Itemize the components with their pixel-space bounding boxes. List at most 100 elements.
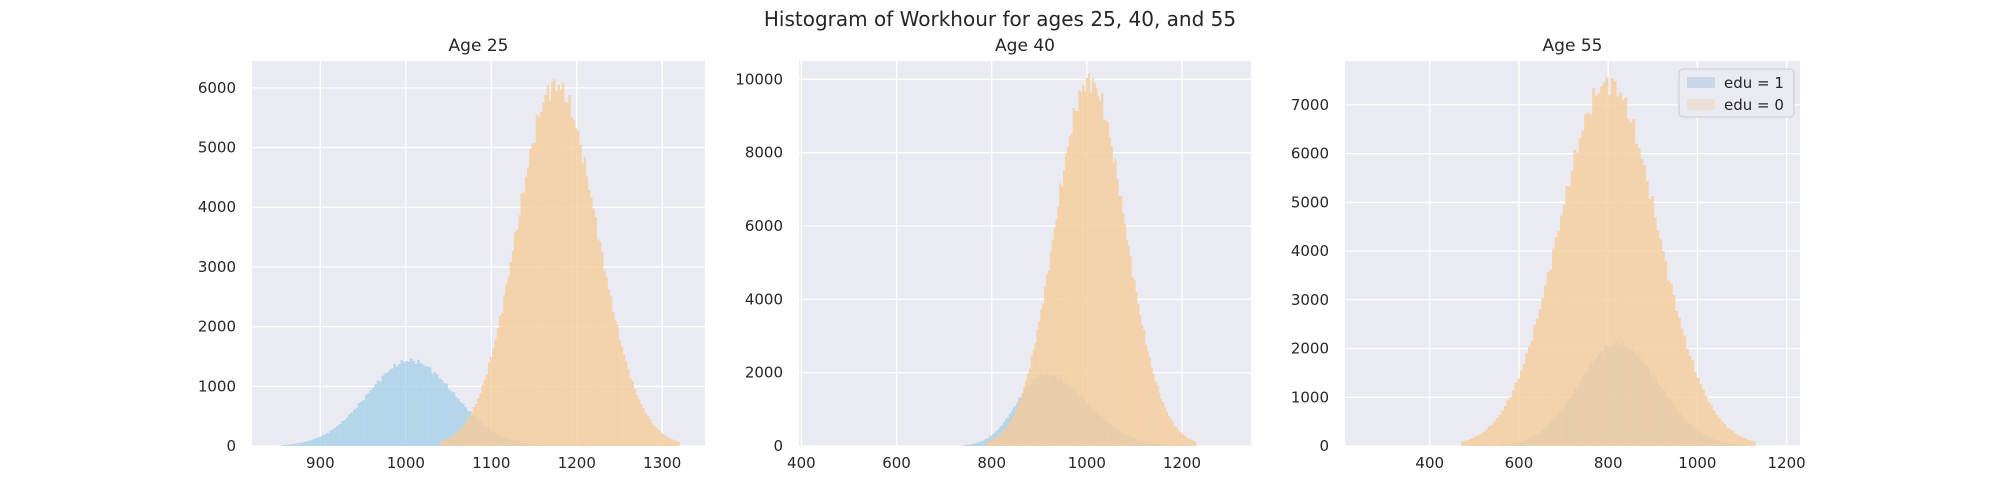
histogram-bar	[1680, 328, 1684, 446]
histogram-bar	[1514, 382, 1518, 446]
histogram-bar	[540, 112, 543, 446]
histogram-bar	[334, 427, 337, 446]
histogram-bar	[1175, 427, 1178, 446]
histogram-bar	[424, 366, 427, 446]
histogram-bar	[1717, 417, 1721, 446]
x-tick-label: 400	[1415, 454, 1444, 472]
histogram-bar	[400, 360, 404, 446]
histogram-bar	[324, 433, 328, 446]
histogram-bar	[1744, 438, 1748, 446]
histogram-bar	[481, 385, 484, 446]
histogram-bar	[310, 440, 314, 446]
histogram-bar	[550, 81, 554, 446]
y-tick-label: 6000	[1291, 145, 1329, 163]
histogram-bar	[555, 91, 558, 446]
histogram-bar	[319, 436, 323, 446]
histogram-bar	[984, 439, 987, 446]
histogram-bar	[440, 380, 444, 446]
histogram-bar	[381, 375, 385, 446]
histogram-bar	[1142, 329, 1146, 446]
histogram-bar	[374, 384, 378, 446]
y-tick-label: 5000	[198, 139, 236, 157]
histogram-bar	[450, 436, 454, 446]
histogram-bar	[353, 409, 356, 446]
histogram-bar	[496, 328, 500, 446]
panel-age-25: 900 1000 1100 1200 1300 0 1000 2000 3000 4000 5000…	[198, 36, 705, 472]
panel-title: Age 40	[995, 36, 1055, 56]
legend: edu = 1 edu = 0	[1678, 68, 1795, 118]
histogram-bar	[414, 363, 418, 446]
histogram-bar	[379, 381, 382, 446]
histogram-bar	[1192, 440, 1195, 446]
histogram-bar	[974, 443, 977, 446]
histogram-bar	[412, 360, 415, 446]
histogram-bar	[659, 432, 663, 446]
histogram-bar	[1188, 439, 1191, 446]
histogram-bar	[448, 437, 452, 446]
histogram-bar	[968, 444, 972, 446]
histogram-bar	[1019, 399, 1022, 446]
histogram-bar	[421, 364, 425, 446]
histogram-bar	[1163, 407, 1167, 446]
histogram-bar	[1133, 280, 1136, 446]
y-tick-label: 6000	[745, 217, 783, 235]
histogram-bar	[1127, 246, 1130, 446]
histogram-bar	[1055, 219, 1058, 446]
histogram-bar	[445, 383, 449, 446]
histogram-bar	[305, 441, 309, 446]
histogram-bar	[988, 440, 992, 446]
histogram-bar	[1011, 416, 1014, 446]
histogram-bar	[1752, 441, 1756, 446]
histogram-bar	[407, 361, 411, 446]
histogram-bar	[651, 423, 654, 446]
histogram-bar	[1487, 426, 1491, 446]
histogram-bar	[1608, 95, 1612, 446]
histogram-bar	[1137, 304, 1140, 446]
histogram-bar	[566, 103, 569, 446]
histogram-bar	[1116, 179, 1119, 446]
histogram-bar	[1000, 433, 1003, 446]
histogram-bar	[1177, 429, 1180, 446]
histogram-bar	[992, 438, 995, 446]
histogram-bar	[1543, 285, 1547, 446]
histogram-bar	[289, 444, 292, 446]
histogram-bar	[1605, 77, 1609, 446]
histogram-bar	[402, 362, 406, 446]
histogram-bar	[1076, 110, 1079, 447]
histogram-bar	[564, 101, 567, 446]
histogram-bar	[1634, 143, 1638, 447]
panel-age-40: 400 600 800 1000 1200 0 2000 4000 6000 8000 10000 A…	[735, 36, 1251, 472]
histogram-bar	[1517, 378, 1521, 446]
histogram-bar	[577, 131, 580, 447]
histogram-bar	[622, 354, 626, 446]
histogram-bar	[1495, 417, 1499, 446]
histogram-bar	[1194, 441, 1197, 446]
histogram-bar	[1501, 410, 1505, 446]
histogram-bar	[1103, 119, 1106, 446]
x-tick-label: 1000	[1068, 454, 1106, 472]
histogram-bar	[568, 94, 571, 446]
series-edu-0	[1460, 77, 1756, 447]
histogram-bar	[1167, 415, 1170, 446]
histogram-bar	[603, 270, 606, 446]
histogram-bar	[1723, 423, 1727, 446]
x-tick-label: 1200	[1768, 454, 1806, 472]
histogram-bar	[614, 320, 617, 446]
histogram-bar	[462, 403, 465, 446]
histogram-bar	[657, 429, 661, 446]
histogram-bar	[631, 380, 634, 446]
histogram-bar	[1750, 440, 1754, 446]
histogram-bar	[529, 148, 532, 446]
histogram-bar	[1026, 373, 1030, 446]
histogram-bar	[322, 435, 325, 446]
histogram-bar	[376, 380, 380, 446]
histogram-bar	[1162, 401, 1165, 446]
histogram-bar	[1557, 231, 1561, 446]
histogram-bar	[514, 232, 517, 446]
histogram-bar	[1047, 271, 1051, 446]
histogram-bar	[1712, 410, 1716, 446]
histogram-bar	[483, 379, 487, 446]
histogram-bar	[559, 89, 563, 446]
histogram-bar	[1733, 433, 1737, 446]
histogram-bar	[492, 348, 495, 446]
